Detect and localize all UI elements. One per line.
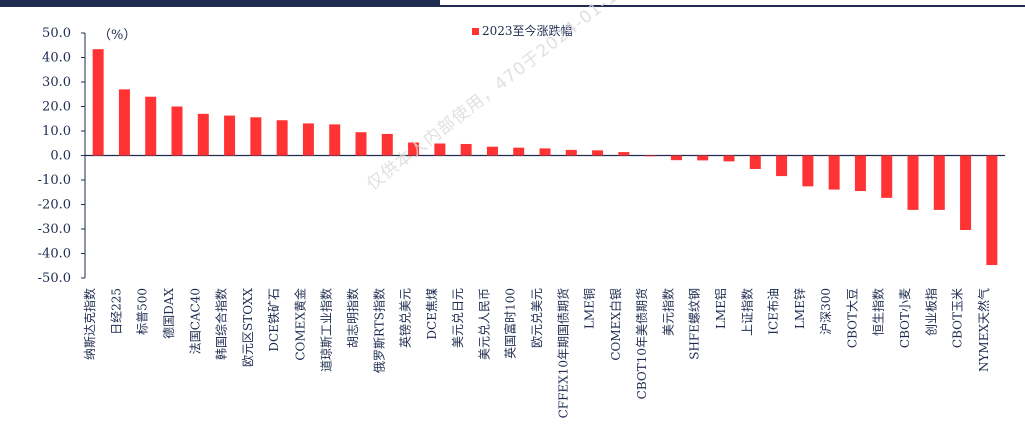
bar [302,123,314,156]
bar [565,149,577,156]
x-tick-label: 恒生指数 [871,288,886,336]
bar [250,117,262,156]
bar [171,106,183,156]
x-tick-label: 日经225 [109,288,123,335]
y-tick-label: -50.0 [38,271,71,286]
y-tick-label: 0.0 [50,149,71,164]
bar [776,155,788,177]
x-tick-label: SHFE螺纹钢 [688,288,702,360]
bar [933,155,945,210]
header-strip [0,0,1025,7]
x-tick-label: 沪深300 [819,288,833,335]
bar [276,120,288,156]
x-tick-label: 欧元区STOXX [241,288,255,367]
bar [644,155,656,157]
bar [986,155,998,266]
chart-bars [92,49,998,266]
x-tick-label: COMEX白银 [608,288,623,361]
y-tick-label: 40.0 [42,51,71,66]
y-tick-label: -20.0 [38,198,71,213]
x-tick-label: LME铜 [582,288,597,329]
x-tick-label: DCE铁矿石 [267,288,281,352]
x-tick-label: NYMEX天然气 [976,288,991,372]
x-tick-label: 德国DAX [161,288,176,339]
y-unit-label: （%） [98,28,136,43]
x-tick-label: 韩国综合指数 [214,288,229,360]
bar [513,147,525,156]
x-tick-label: 纳斯达克指数 [82,288,97,360]
x-tick-label: 欧元兑美元 [530,288,544,348]
x-tick-label: CBOT玉米 [951,288,965,348]
x-tick-labels: 纳斯达克指数 日经225 标普500 德国DAX 法国CAC40 韩国综合指数 欧元区STO… [82,288,991,419]
y-tick-label: -40.0 [38,247,71,262]
x-tick-label: DCE焦煤 [425,288,439,340]
x-tick-label: CBOT10年美债期货 [634,288,649,399]
x-tick-label: 美元指数 [660,288,675,336]
bar [92,49,104,156]
x-tick-label: 俄罗斯RTS指数 [371,288,386,373]
x-tick-label: CBOT大豆 [845,288,859,348]
x-tick-label: 英国富时100 [503,288,518,359]
bar [329,124,341,156]
bar [118,89,130,156]
x-tick-label: 胡志明指数 [345,288,360,348]
x-tick-label: 美元兑人民币 [477,288,491,360]
bar [434,143,446,156]
bar [802,155,814,187]
x-tick-label: 标普500 [136,288,150,335]
x-tick-label: 上证指数 [739,288,754,336]
x-tick-label: 美元兑日元 [451,288,465,348]
y-tick-label: -30.0 [38,222,71,237]
x-tick-label: CFFEX10年期国债期货 [555,288,570,418]
x-tick-label: LME铝 [713,288,728,329]
bar [723,155,735,162]
bar [145,96,157,156]
bar [907,155,919,210]
bar [670,155,682,161]
bar [881,155,893,198]
legend-label: 2023至今涨跌幅 [482,23,573,38]
bar [355,132,367,156]
bar [749,155,761,169]
bar [828,155,840,190]
bar [408,142,420,156]
bar [854,155,866,192]
bar [460,143,472,156]
legend: 2023至今涨跌幅 [472,23,573,38]
bar [618,152,630,156]
bar [592,150,604,156]
bar [381,133,393,156]
y-tick-label: 10.0 [42,124,71,139]
x-tick-label: 创业板指 [923,288,938,336]
x-tick-label: LME锌 [793,288,807,329]
chart-axes: 50.0 40.0 30.0 20.0 10.0 0.0 -10.0 -20.0 -30.0 -4… [38,26,1005,286]
y-tick-label: 20.0 [42,100,71,115]
x-tick-label: 道琼斯工业指数 [319,288,334,372]
bar [197,113,209,156]
x-tick-label: CBOT小麦 [898,288,912,348]
bar [960,155,972,230]
bar [224,115,236,156]
y-tick-label: 50.0 [42,26,71,41]
y-tick-label: 30.0 [42,75,71,90]
y-tick-label: -10.0 [38,173,71,188]
bar [486,146,498,156]
bar [697,155,709,161]
bar [539,148,551,156]
x-tick-label: COMEX黄金 [292,288,307,361]
x-tick-label: ICE布油 [767,288,781,335]
legend-swatch [472,28,479,35]
x-tick-label: 英镑兑美元 [398,288,413,348]
x-tick-label: 法国CAC40 [188,288,202,354]
